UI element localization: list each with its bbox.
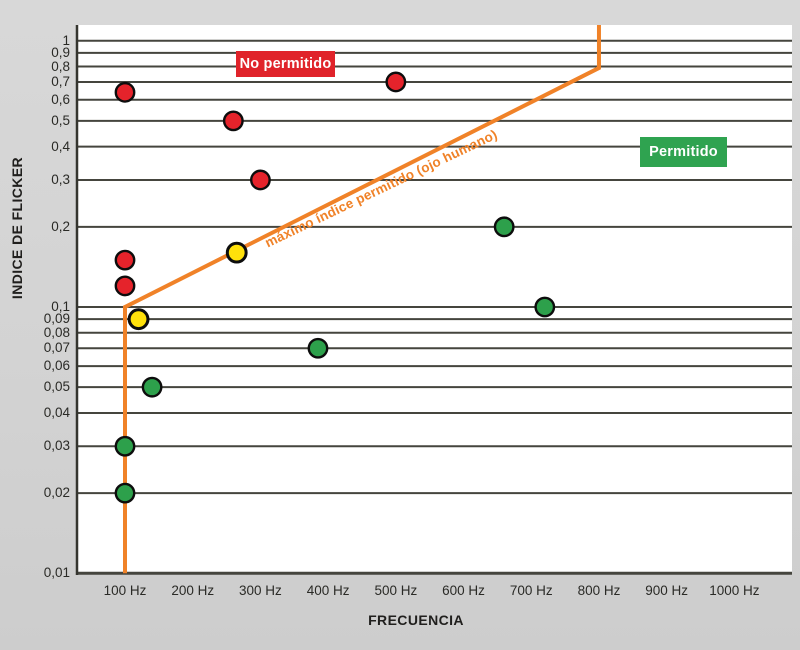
data-point-yellow-limit: [225, 241, 248, 264]
data-point-green-permitido: [534, 296, 556, 318]
y-tick-label: 0,1: [51, 299, 70, 314]
x-tick-label: 900 Hz: [645, 583, 689, 598]
y-tick-label: 0,01: [43, 565, 70, 581]
y-tick-label: 0,02: [43, 485, 70, 501]
x-tick-label: 400 Hz: [306, 583, 350, 598]
data-point-green-permitido: [307, 337, 329, 359]
data-point-red-no-permitido: [114, 81, 136, 103]
y-tick-label: 0,7: [51, 73, 70, 89]
x-tick-label: 500 Hz: [374, 583, 418, 598]
data-point-green-permitido: [493, 216, 515, 238]
y-tick-label: 0,5: [51, 112, 70, 128]
region-label-permitido: Permitido: [640, 137, 727, 167]
x-tick-label: 300 Hz: [239, 583, 282, 598]
y-tick-label: 0,9: [51, 44, 70, 60]
y-tick-label: 0,04: [43, 404, 70, 420]
data-point-red-no-permitido: [250, 169, 271, 191]
y-tick-label: 0,3: [51, 171, 70, 187]
x-tick-label: 200 Hz: [171, 583, 215, 598]
y-tick-label: 0,05: [43, 379, 70, 395]
data-point-red-no-permitido: [222, 110, 244, 132]
x-tick-label: 1000 Hz: [709, 583, 760, 598]
data-point-green-permitido: [114, 482, 136, 504]
data-point-yellow-limit: [127, 308, 150, 331]
plot-background: [77, 25, 792, 574]
x-tick-label: 600 Hz: [442, 583, 485, 598]
y-tick-label: 0,4: [51, 138, 70, 154]
y-tick-label: 0,03: [43, 438, 70, 454]
x-tick-label: 800 Hz: [577, 583, 621, 598]
y-tick-label: 0,09: [43, 311, 70, 327]
data-point-red-no-permitido: [385, 71, 407, 93]
region-label-no-permitido: No permitido: [236, 51, 335, 77]
x-tick-label: 700 Hz: [509, 583, 553, 598]
x-axis-title: FRECUENCIA: [368, 612, 464, 628]
data-point-red-no-permitido: [114, 275, 136, 297]
y-axis-title: INDICE DE FLICKER: [9, 156, 25, 300]
y-tick-label: 0,08: [43, 324, 70, 340]
y-tick-label: 0,2: [51, 218, 70, 234]
y-tick-label: 0,07: [43, 340, 70, 356]
x-tick-label: 100 Hz: [103, 583, 147, 598]
data-point-green-permitido: [141, 376, 163, 398]
y-tick-label: 1: [62, 32, 70, 48]
y-tick-label: 0,06: [43, 358, 70, 374]
data-point-green-permitido: [114, 435, 136, 457]
y-tick-label: 0,8: [51, 58, 70, 74]
y-tick-label: 0,6: [51, 91, 70, 107]
data-point-red-no-permitido: [114, 249, 136, 271]
